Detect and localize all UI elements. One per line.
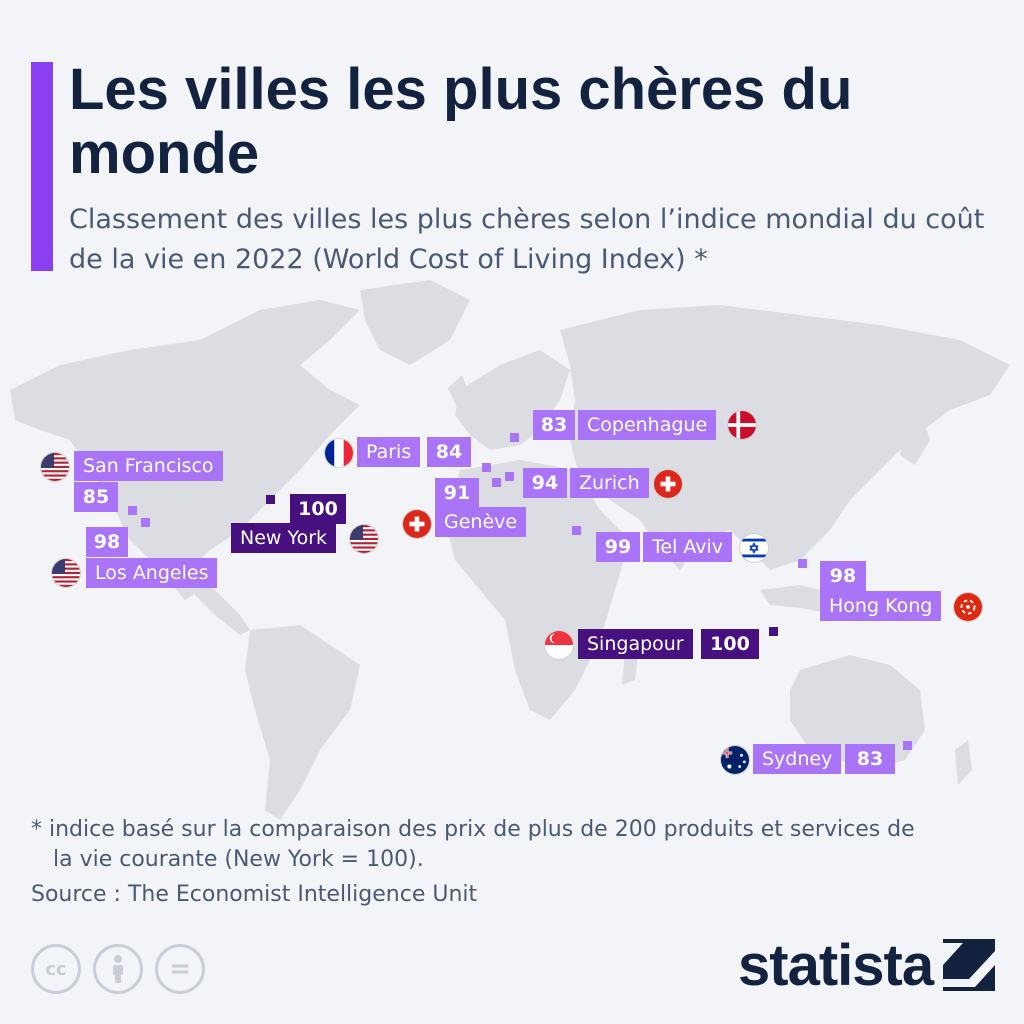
sydney-marker: [903, 741, 912, 750]
france-flag-icon: [324, 438, 354, 468]
footnote-line-1: * indice basé sur la comparaison des pri…: [31, 817, 915, 842]
page-subtitle: Classement des villes les plus chères se…: [69, 204, 985, 275]
australia-flag-icon: [720, 745, 750, 775]
geneve-marker: [492, 478, 501, 487]
footnote-line-2: la vie courante (New York = 100).: [53, 847, 424, 872]
denmark-flag-icon: [727, 410, 757, 440]
new-york-marker: [266, 495, 275, 504]
geneve-label: Genève: [435, 507, 527, 537]
switzerland-flag-icon: [653, 469, 683, 499]
title-accent-bar: [31, 62, 53, 271]
los-angeles-label: Los Angeles: [86, 558, 218, 588]
no-derivatives-icon[interactable]: =: [155, 944, 205, 994]
page-title: Les villes les plus chères du monde: [69, 57, 853, 186]
hong-kong-flag-icon: [953, 592, 983, 622]
copenhague-label: Copenhague: [578, 410, 717, 440]
paris-label: Paris: [357, 437, 421, 467]
san-francisco-score: 85: [74, 482, 118, 512]
zurich-score: 94: [523, 468, 567, 498]
san-francisco-marker: [128, 506, 137, 515]
los-angeles-score: 98: [86, 527, 128, 557]
footnote: * indice basé sur la comparaison des pri…: [31, 815, 1006, 875]
sydney-score: 83: [845, 744, 895, 774]
tel-aviv-score: 99: [596, 532, 640, 562]
brand-name: statista: [738, 932, 934, 998]
hong-kong-label: Hong Kong: [820, 591, 942, 621]
singapour-label: Singapour: [578, 629, 693, 659]
world-map: [0, 270, 1024, 830]
statista-logo-icon: [943, 939, 996, 991]
cc-icon-glyph: cc: [45, 958, 67, 980]
hong-kong-marker: [798, 559, 807, 568]
usa-flag-icon: [349, 524, 379, 554]
san-francisco-marker-2: [141, 518, 150, 527]
statista-logo[interactable]: statista: [738, 930, 996, 1000]
tel-aviv-label: Tel Aviv: [643, 532, 733, 562]
new-york-label: New York: [231, 523, 337, 553]
usa-flag-icon: [51, 558, 81, 588]
copenhague-score: 83: [533, 410, 575, 440]
copenhague-marker: [510, 433, 519, 442]
sydney-label: Sydney: [753, 744, 842, 774]
singapore-flag-icon: [544, 630, 574, 660]
license-icons: cc =: [31, 944, 205, 994]
hong-kong-score: 98: [820, 561, 866, 591]
paris-marker: [482, 463, 491, 472]
switzerland-flag-icon: [402, 509, 432, 539]
world-map-land: [10, 280, 1010, 820]
source-note: Source : The Economist Intelligence Unit: [31, 882, 478, 907]
israel-flag-icon: [739, 533, 769, 563]
zurich-marker: [505, 472, 514, 481]
singapour-marker: [769, 627, 778, 636]
no-derivatives-icon-glyph: =: [169, 954, 191, 984]
singapour-score: 100: [701, 629, 759, 659]
attribution-icon[interactable]: [93, 944, 143, 994]
zurich-label: Zurich: [570, 468, 649, 498]
usa-flag-icon: [40, 452, 70, 482]
geneve-score: 91: [435, 478, 479, 508]
cc-icon[interactable]: cc: [31, 944, 81, 994]
new-york-score: 100: [290, 494, 346, 524]
paris-score: 84: [427, 437, 471, 467]
san-francisco-label: San Francisco: [74, 451, 223, 481]
tel-aviv-marker: [572, 526, 581, 535]
